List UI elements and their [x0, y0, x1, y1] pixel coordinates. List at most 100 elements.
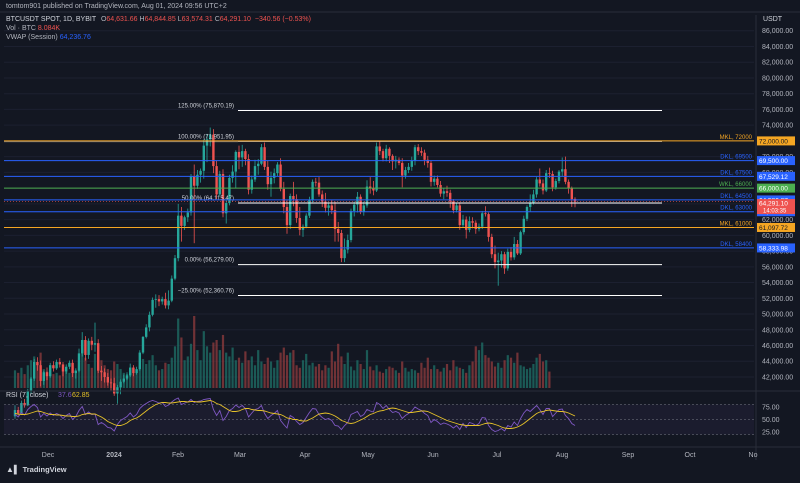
- candle-up: [257, 163, 260, 167]
- candle-down: [439, 184, 442, 194]
- y-tick-label: 62,000.00: [762, 217, 793, 224]
- price-tag: 69,500.00: [757, 156, 795, 166]
- candle-up: [177, 215, 180, 259]
- candle-down: [109, 382, 113, 384]
- x-tick-label: Sep: [622, 452, 635, 459]
- candle-down: [212, 134, 215, 167]
- candle-up: [442, 191, 445, 194]
- y-tick-label: 82,000.00: [762, 60, 793, 67]
- key-level-label: MKL, 61000: [720, 221, 753, 227]
- volume-bar: [353, 370, 356, 388]
- candle-up: [129, 367, 132, 376]
- candle-up: [234, 151, 237, 172]
- symbol-line: BTCUSDT SPOT, 1D, BYBIT O64,631.66 H64,8…: [6, 16, 311, 23]
- volume-bar: [202, 331, 205, 388]
- vwap-legend[interactable]: VWAP (Session) 64,236.76: [6, 34, 91, 41]
- rsi-panel[interactable]: 75.00 50.00 25.00 RSI (7, close) 37.6 62.85: [0, 390, 800, 437]
- volume-bar: [186, 356, 189, 388]
- volume-bar: [247, 360, 250, 388]
- candle-up: [407, 166, 410, 171]
- volume-bar: [116, 364, 119, 388]
- volume-bar: [81, 348, 84, 388]
- volume-bar: [442, 367, 445, 388]
- candle-up: [68, 362, 71, 367]
- candle-up: [26, 391, 29, 406]
- x-tick-label: Feb: [172, 452, 184, 459]
- volume-bar: [189, 343, 193, 388]
- candle-down: [39, 365, 42, 381]
- volume-bar: [465, 372, 468, 388]
- volume-bar: [113, 361, 116, 388]
- tradingview-logo[interactable]: ▲▌ TradingView: [6, 465, 67, 474]
- candle-up: [29, 378, 33, 392]
- volume-bar: [138, 365, 141, 388]
- candle-up: [375, 146, 378, 191]
- volume-label: Vol · BTC: [6, 25, 36, 32]
- x-tick-label: May: [361, 452, 375, 459]
- candle-down: [426, 159, 429, 163]
- tradingview-icon: ▲▌: [6, 465, 20, 474]
- author-line: tomtom901 published on TradingView.com, …: [6, 3, 227, 10]
- volume-bar: [209, 352, 212, 388]
- volume-bar: [324, 365, 327, 388]
- candle-up: [77, 353, 81, 371]
- y-tick-label: 74,000.00: [762, 123, 793, 130]
- volume-legend[interactable]: Vol · BTC 8.084K: [6, 25, 60, 32]
- candle-down: [244, 151, 247, 160]
- candle-up: [535, 179, 538, 195]
- key-level-label: DKL, 69500: [720, 155, 752, 161]
- volume-bar: [493, 366, 497, 388]
- volume-bar: [65, 371, 68, 388]
- candle-up: [468, 221, 471, 230]
- volume-bar: [349, 366, 353, 388]
- candle-down: [164, 299, 167, 306]
- candle-down: [321, 194, 324, 202]
- volume-bar: [250, 356, 253, 388]
- symbol-title[interactable]: BTCUSDT SPOT, 1D, BYBIT: [6, 16, 96, 23]
- volume-bar: [196, 350, 199, 388]
- volume-bar: [497, 362, 500, 388]
- candle-down: [97, 343, 100, 371]
- candle-down: [429, 162, 433, 182]
- volume-bar: [36, 364, 39, 388]
- time-axis[interactable]: Dec 2024 Feb Mar Apr May Jun Jul Aug Sep Oct No: [0, 446, 800, 459]
- volume-bar: [161, 369, 164, 388]
- candle-down: [490, 236, 493, 255]
- volume-bar: [522, 366, 525, 388]
- candle-up: [199, 170, 202, 175]
- y-tick-label: 54,000.00: [762, 280, 793, 287]
- candle-up: [362, 205, 365, 212]
- key-level-label: DKL, 63000: [720, 206, 752, 212]
- volume-bar: [487, 357, 490, 388]
- volume-bar: [119, 369, 122, 388]
- volume-bar: [545, 360, 548, 388]
- candle-down: [551, 173, 554, 188]
- candle-up: [481, 213, 484, 227]
- candle-down: [359, 196, 362, 212]
- key-levels[interactable]: MKL, 72000 72,000.00 DKL, 69500 69,500.00 DK…: [4, 135, 795, 253]
- volume-bar: [436, 369, 439, 388]
- candle-up: [461, 219, 465, 226]
- volume-bar: [391, 367, 394, 388]
- candle-down: [132, 367, 135, 374]
- y-tick-label: 52,000.00: [762, 296, 793, 303]
- x-tick-label: Apr: [300, 452, 312, 459]
- volume-bar: [327, 367, 330, 388]
- x-tick-label: Jun: [427, 452, 438, 459]
- y-tick-label: 76,000.00: [762, 107, 793, 114]
- x-tick-label: 2024: [106, 452, 122, 459]
- candle-up: [228, 177, 231, 204]
- candle-down: [324, 201, 327, 208]
- currency-label[interactable]: USDT: [763, 16, 783, 23]
- price-tag-label: 58,333.98: [759, 245, 788, 252]
- candle-up: [151, 299, 154, 315]
- candle-down: [381, 151, 385, 159]
- fib-label: 0.00% (56,279.00): [185, 258, 234, 264]
- candle-down: [298, 218, 301, 230]
- candle-down: [295, 199, 298, 219]
- candle-up: [161, 299, 164, 302]
- candle-down: [436, 178, 439, 185]
- candle-up: [55, 362, 58, 369]
- fib-retracement[interactable]: 125.00% (75,870.19) 100.00% (71,951.95) 50…: [4, 103, 662, 296]
